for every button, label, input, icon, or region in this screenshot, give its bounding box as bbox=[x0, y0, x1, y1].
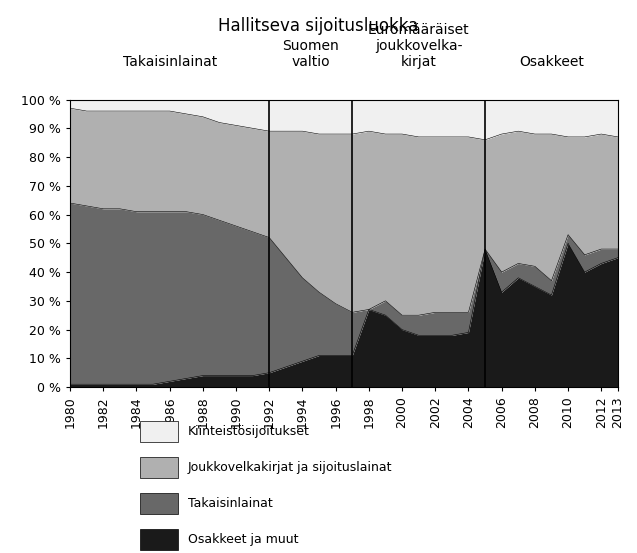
Text: Suomen
valtio: Suomen valtio bbox=[282, 39, 339, 69]
Text: Kiinteistösijoitukset: Kiinteistösijoitukset bbox=[188, 425, 310, 438]
Text: Joukkovelkakirjat ja sijoituslainat: Joukkovelkakirjat ja sijoituslainat bbox=[188, 461, 392, 474]
Text: Euromääräiset
joukkovelka-
kirjat: Euromääräiset joukkovelka- kirjat bbox=[368, 23, 469, 69]
Text: Osakkeet ja muut: Osakkeet ja muut bbox=[188, 533, 298, 546]
Text: Osakkeet: Osakkeet bbox=[519, 55, 584, 69]
Text: Hallitseva sijoitusluokka: Hallitseva sijoitusluokka bbox=[218, 17, 419, 35]
Text: Takaisinlainat: Takaisinlainat bbox=[188, 497, 273, 510]
Text: Takaisinlainat: Takaisinlainat bbox=[122, 55, 217, 69]
